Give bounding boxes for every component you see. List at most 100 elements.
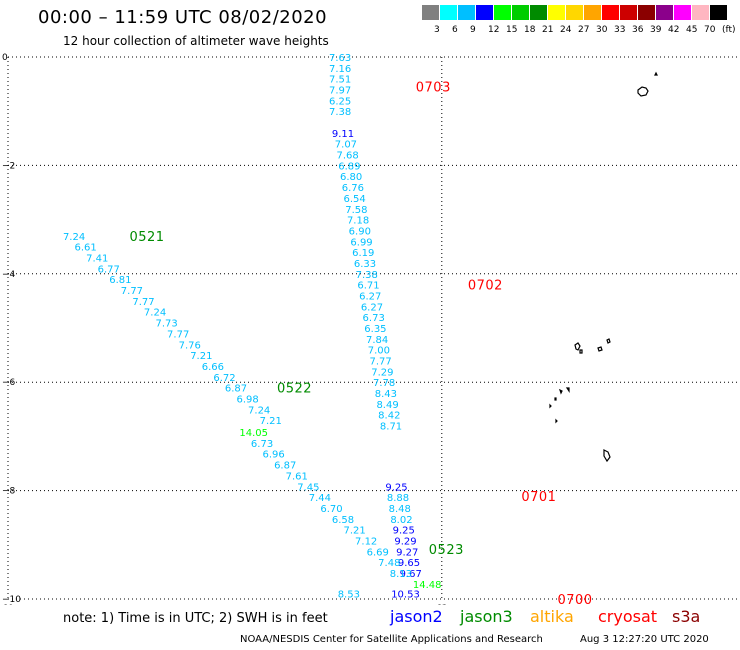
wave-height-value: 6.72	[213, 373, 235, 384]
legend-label: 9	[470, 25, 476, 35]
legend-label: 12	[488, 25, 500, 35]
legend-swatch	[620, 5, 637, 20]
wave-height-value: 14.05	[239, 428, 268, 439]
wave-height-value: 6.73	[251, 439, 273, 450]
y-tick-label: −4	[2, 270, 16, 280]
wave-height-value: 7.18	[347, 216, 369, 227]
wave-height-value: 7.24	[144, 308, 166, 319]
satellite-pass-label: 0701	[521, 490, 556, 505]
wave-height-value: 8.49	[376, 400, 398, 411]
wave-height-value: 6.70	[320, 504, 342, 515]
wave-height-value: 6.35	[364, 324, 386, 335]
wave-height-value: 8.48	[389, 504, 411, 515]
satellite-pass-label: 0522	[277, 382, 312, 397]
legend-swatch	[548, 5, 565, 20]
wave-height-value: 7.12	[355, 536, 377, 547]
legend-label: 39	[650, 25, 662, 35]
coastline-shape	[555, 418, 558, 424]
legend-swatch	[638, 5, 655, 20]
wave-height-value: 6.80	[340, 172, 362, 183]
wave-height-value: 9.25	[393, 526, 415, 537]
wave-height-value: 8.42	[378, 411, 400, 422]
legend-swatch	[566, 5, 583, 20]
coastline-shape	[603, 449, 611, 463]
wave-height-value: 7.00	[368, 346, 390, 357]
satellite-name-cryosat: cryosat	[598, 607, 658, 626]
wave-height-value: 7.38	[356, 270, 378, 281]
wave-height-value: 9.27	[396, 547, 418, 558]
wave-height-value: 6.54	[343, 194, 365, 205]
wave-height-value: 6.89	[338, 161, 360, 172]
wave-height-value: 6.58	[332, 515, 354, 526]
wave-height-value: 6.69	[367, 547, 389, 558]
legend-label: 21	[542, 25, 554, 35]
wave-height-value: 7.61	[286, 471, 308, 482]
wave-height-value: 6.66	[202, 362, 224, 373]
legend-swatch	[602, 5, 619, 20]
legend-label: 33	[614, 25, 626, 35]
legend-label: 15	[506, 25, 518, 35]
legend-swatch	[512, 5, 529, 20]
wave-height-value: 7.77	[132, 297, 154, 308]
credit-text: NOAA/NESDIS Center for Satellite Applica…	[240, 634, 543, 645]
wave-height-value: 7.16	[329, 64, 351, 75]
wave-height-value: 7.29	[371, 367, 393, 378]
satellite-pass-label: 0700	[557, 593, 592, 605]
wave-height-value: 7.63	[329, 53, 351, 64]
wave-height-value: 7.68	[337, 151, 359, 162]
legend-swatch	[584, 5, 601, 20]
wave-height-value: 6.87	[225, 384, 247, 395]
legend-label: 24	[560, 25, 572, 35]
wave-height-value: 9.11	[332, 129, 354, 140]
wave-height-value: 8.13	[390, 569, 412, 580]
wave-height-value: 9.67	[400, 569, 422, 580]
y-tick-label: −2	[2, 161, 15, 171]
wave-height-value: 7.76	[179, 340, 201, 351]
wave-height-value: 9.25	[385, 482, 407, 493]
wave-height-value: 7.58	[345, 205, 367, 216]
wave-height-value: 6.61	[75, 243, 97, 254]
wave-height-value: 6.98	[236, 394, 258, 405]
y-tick-label: −8	[2, 487, 16, 497]
generated-timestamp: Aug 3 12:27:20 UTC 2020	[580, 634, 709, 645]
coastline-shape	[549, 403, 552, 409]
x-tick-label: 60	[2, 604, 14, 605]
legend-label: 70	[704, 25, 716, 35]
coastline-shape	[606, 338, 611, 344]
wave-height-value: 7.77	[121, 286, 143, 297]
wave-height-value: 6.25	[329, 96, 351, 107]
coastline-shape	[565, 387, 570, 393]
wave-height-value: 7.48	[378, 558, 400, 569]
satellite-pass-label: 0521	[129, 230, 164, 245]
y-tick-label: −10	[2, 595, 21, 605]
coastline-shape	[574, 342, 581, 351]
legend-swatch	[494, 5, 511, 20]
wave-height-value: 6.71	[357, 281, 379, 292]
legend-label: 18	[524, 25, 536, 35]
legend-label: 6	[452, 25, 458, 35]
coastline-shape	[579, 349, 583, 354]
wave-height-value: 7.44	[309, 493, 331, 504]
wave-height-map: 6063666972750−2−4−6−8−107.637.167.517.97…	[2, 53, 740, 605]
wave-height-value: 7.77	[370, 357, 392, 368]
coastline-shape	[597, 346, 603, 352]
wave-height-value: 7.51	[329, 75, 351, 86]
y-tick-label: 0	[2, 53, 8, 63]
coastline-shape	[637, 86, 649, 97]
wave-height-value: 6.87	[274, 461, 296, 472]
legend-label: 42	[668, 25, 680, 35]
legend-swatch	[656, 5, 673, 20]
coastline-shape	[558, 388, 563, 395]
legend-label: 45	[686, 25, 698, 35]
satellite-pass-label: 0523	[429, 543, 464, 558]
wave-height-value: 8.43	[375, 389, 397, 400]
wave-height-value: 6.99	[350, 237, 372, 248]
legend-swatch	[458, 5, 475, 20]
y-tick-label: −6	[2, 378, 16, 388]
wave-height-value: 6.27	[361, 302, 383, 313]
wave-height-value: 6.19	[352, 248, 374, 259]
wave-height-value: 8.02	[390, 515, 412, 526]
legend-label: 27	[578, 25, 590, 35]
satellite-name-jason2: jason2	[390, 607, 443, 626]
wave-height-value: 7.73	[155, 319, 177, 330]
